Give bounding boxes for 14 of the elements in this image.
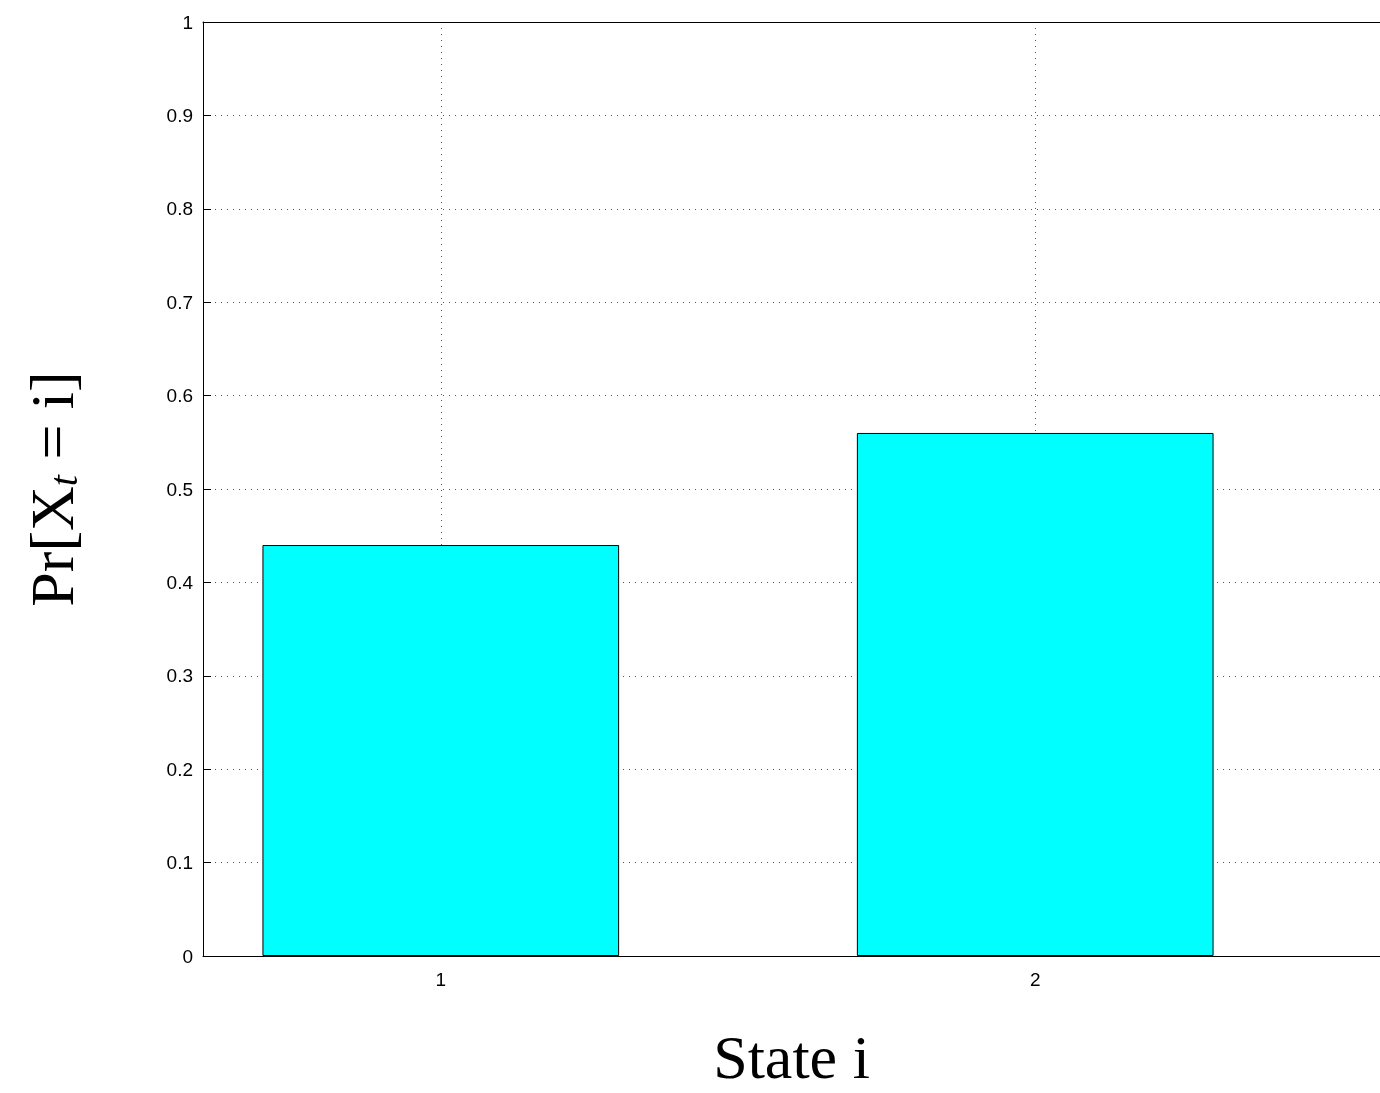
x-tick-label: 2	[1029, 969, 1041, 990]
y-tick-label: 0.9	[166, 104, 193, 126]
y-tick-label: 0.8	[166, 198, 193, 220]
y-tick-label: 0.7	[166, 291, 193, 313]
y-tick-label: 0.6	[166, 385, 193, 407]
y-tick-label: 0.2	[166, 758, 193, 780]
y-tick-label: 1	[182, 11, 193, 33]
y-axis-title: Pr[Xt = i]	[18, 371, 86, 607]
x-axis-title: State i	[713, 1023, 870, 1091]
y-tick-label: 0.3	[166, 665, 193, 687]
y-tick-label: 0.1	[166, 852, 193, 874]
y-tick-label: 0.5	[166, 478, 193, 500]
y-tick-label: 0	[182, 945, 193, 967]
y-tick-label: 0.4	[166, 571, 194, 593]
